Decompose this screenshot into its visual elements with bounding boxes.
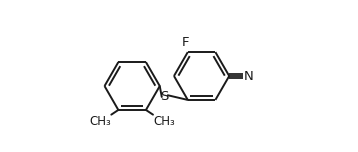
Text: N: N xyxy=(244,69,254,83)
Text: F: F xyxy=(182,36,189,49)
Text: CH₃: CH₃ xyxy=(154,116,175,128)
Text: CH₃: CH₃ xyxy=(89,116,111,128)
Text: S: S xyxy=(161,90,169,103)
